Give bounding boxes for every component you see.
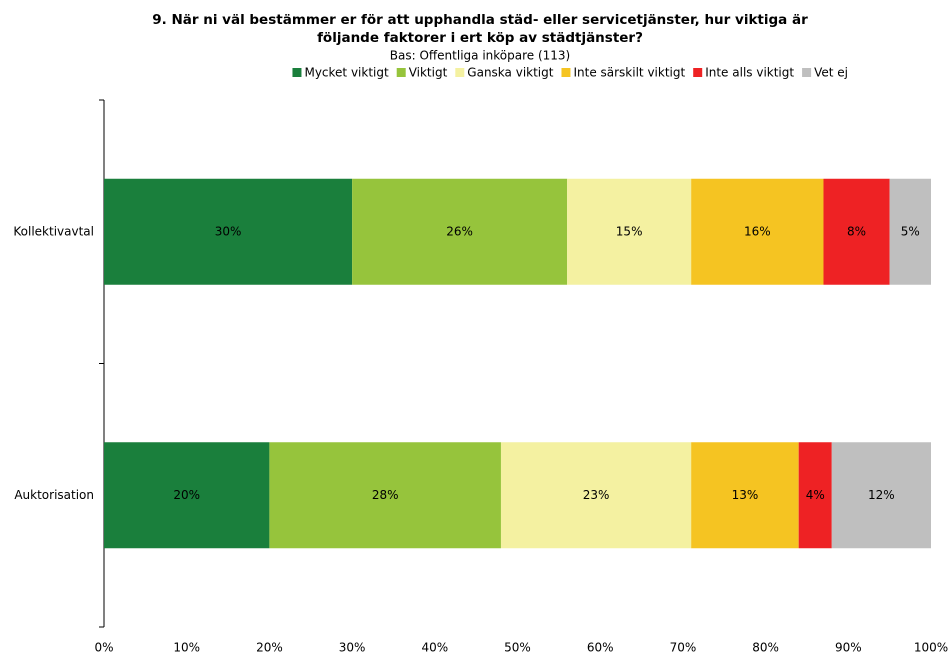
bar-segment [691,178,824,285]
x-tick-label: 90% [835,641,862,655]
x-tick-label: 0% [94,641,113,655]
x-tick-label: 60% [587,641,614,655]
bar-segment [104,442,270,549]
bar-segment [831,442,931,549]
bar-segment [500,442,692,549]
data-label: 23% [583,488,610,502]
data-label: 28% [372,488,399,502]
legend-swatch [693,68,703,77]
x-tick-label: 100% [914,641,948,655]
legend-swatch [802,68,812,77]
x-tick-label: 50% [504,641,531,655]
category-label: Kollektivavtal [13,224,94,238]
legend-label: Mycket viktigt [304,66,389,80]
chart-subtitle: Bas: Offentliga inköpare (113) [390,49,570,63]
legend-label: Inte särskilt viktigt [573,66,685,80]
x-tick-label: 40% [421,641,448,655]
data-label: 16% [744,224,771,238]
legend-swatch [292,68,302,77]
data-label: 13% [732,488,759,502]
legend-label: Ganska viktigt [467,66,553,80]
bar-segment [691,442,799,549]
data-label: 30% [215,224,242,238]
data-label: 5% [901,224,920,238]
x-tick-label: 30% [339,641,366,655]
legend-label: Viktigt [409,66,448,80]
legend-swatch [561,68,571,77]
data-label: 4% [806,488,825,502]
data-label: 26% [446,224,473,238]
legend-label: Inte alls viktigt [705,66,794,80]
bar-segment [823,178,890,285]
data-label: 12% [868,488,895,502]
data-label: 20% [173,488,200,502]
chart-title: följande faktorer i ert köp av städtjäns… [317,30,643,46]
bar-segment [269,442,501,549]
legend-label: Vet ej [814,66,848,80]
bar-segment [352,178,568,285]
chart-title: 9. När ni väl bestämmer er för att uppha… [152,12,808,28]
bar-segment [798,442,832,549]
category-label: Auktorisation [14,488,94,502]
data-label: 15% [616,224,643,238]
x-tick-label: 80% [752,641,779,655]
legend-swatch [396,68,406,77]
data-label: 8% [847,224,866,238]
legend-swatch [455,68,465,77]
bar-segment [889,178,931,285]
x-tick-label: 20% [256,641,283,655]
bar-segment [104,178,353,285]
bar-segment [567,178,692,285]
x-tick-label: 10% [173,641,200,655]
x-tick-label: 70% [670,641,697,655]
